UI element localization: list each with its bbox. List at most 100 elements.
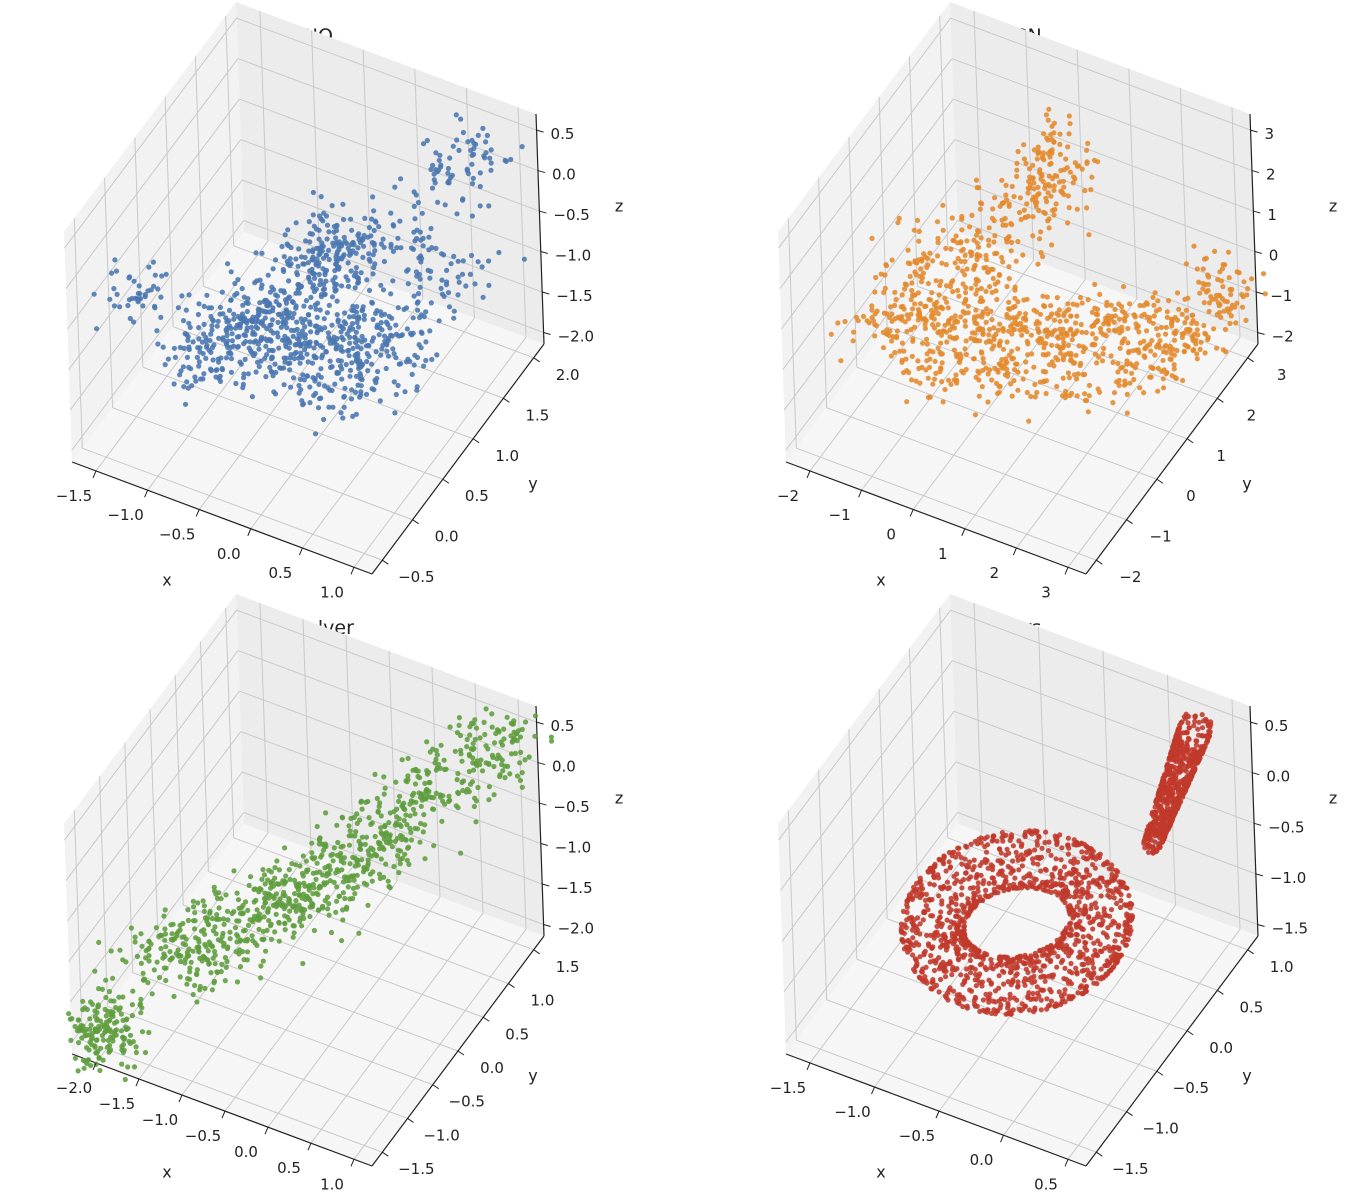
scatter-point [437, 152, 443, 158]
scatter-point [192, 910, 198, 916]
x-tick [144, 490, 149, 498]
x-tick-label: 0 [886, 525, 896, 543]
scatter-point [1042, 210, 1048, 216]
scatter-point [409, 245, 415, 251]
scatter-point [963, 290, 969, 296]
scatter-point [1020, 856, 1026, 862]
scatter-point [354, 319, 360, 325]
scatter-point [326, 229, 332, 235]
scatter-point [196, 939, 202, 945]
scatter-point [1131, 376, 1137, 383]
scatter-point [361, 312, 367, 318]
scatter-point [489, 752, 495, 758]
scatter-point [206, 961, 212, 967]
grid-line [779, 58, 953, 289]
subplot-egno: EGNO −1.5−1.0−0.50.00.51.0−0.50.00.51.01… [56, 2, 623, 601]
scatter-point [433, 245, 439, 251]
scatter-point [983, 288, 989, 294]
scatter-point [424, 739, 430, 745]
scatter-point [963, 285, 969, 291]
scatter-point [215, 318, 221, 324]
scatter-point [316, 213, 323, 219]
scatter-point [1218, 314, 1224, 320]
scatter-point [87, 1039, 93, 1045]
scatter-point [309, 840, 315, 846]
scatter-point [302, 324, 308, 330]
scatter-point [433, 747, 439, 754]
scatter-point [1026, 418, 1032, 424]
scatter-point [418, 312, 425, 318]
scatter-point [340, 216, 347, 223]
grid-line [183, 904, 484, 1018]
x-axis-label: x [162, 1163, 171, 1182]
x-tick-label: 0.0 [234, 1143, 258, 1161]
scatter-point [1206, 274, 1212, 280]
scatter-point [976, 185, 982, 191]
scatter-point [343, 874, 349, 880]
scatter-point [511, 735, 517, 741]
scatter-point [889, 338, 895, 344]
scatter-point [397, 857, 403, 863]
scatter-point [1042, 185, 1048, 191]
scatter-point [102, 1006, 108, 1013]
scatter-point [396, 798, 402, 805]
scatter-point [968, 970, 974, 976]
scatter-point [953, 901, 959, 907]
scatter-point [66, 1011, 72, 1017]
scatter-point [1171, 362, 1177, 368]
scatter-point [409, 371, 415, 377]
scatter-point [281, 290, 287, 296]
scatter-point [316, 236, 322, 242]
scatter-point [1052, 173, 1058, 179]
scatter-point [1035, 192, 1041, 198]
scatter-point [231, 311, 237, 317]
scatter-point [201, 303, 207, 309]
scatter-point [1006, 352, 1013, 358]
scatter-point [337, 323, 343, 329]
scatter-point [1159, 368, 1165, 374]
scatter-point [1043, 369, 1049, 375]
scatter-point [459, 779, 465, 786]
scatter-point [458, 747, 464, 753]
scatter-point [926, 296, 932, 303]
scatter-point [1020, 376, 1026, 382]
scatter-point [471, 145, 477, 151]
scatter-point [942, 295, 948, 301]
scatter-point [1015, 346, 1021, 352]
scatter-point [119, 1061, 125, 1067]
scatter-point [931, 316, 937, 322]
scatter-point [1033, 830, 1039, 836]
x-tick-label: −1 [829, 506, 851, 524]
scatter-point [1194, 320, 1200, 327]
scatter-point [1034, 199, 1040, 205]
y-tick-label: −2 [1119, 568, 1141, 586]
grid-line [243, 220, 544, 333]
scatter-point [303, 858, 309, 864]
scatter-point [235, 277, 241, 283]
scatter-point [390, 278, 396, 284]
scatter-point [456, 722, 462, 729]
scatter-point [1039, 173, 1045, 179]
scatter-point [920, 270, 927, 276]
scatter-point [80, 1057, 86, 1063]
scatter-point [1012, 875, 1018, 881]
scatter-point [486, 784, 492, 790]
scatter-point [971, 356, 977, 362]
scatter-point [1015, 857, 1021, 863]
scatter-point [1095, 386, 1101, 392]
scatter-point [937, 914, 943, 920]
scatter-point [470, 760, 476, 766]
scatter-point [272, 865, 278, 871]
scatter-point [910, 935, 916, 941]
scatter-point [265, 891, 271, 897]
scatter-point [895, 220, 901, 226]
scatter-point [995, 327, 1001, 333]
z-tick [1251, 170, 1260, 174]
scatter-point [1068, 858, 1074, 865]
scatter-point [350, 885, 356, 892]
scatter-point [504, 714, 510, 720]
scatter-point [331, 845, 337, 851]
scatter-point [223, 327, 229, 333]
scatter-point [108, 998, 114, 1004]
scatter-point [946, 910, 953, 916]
